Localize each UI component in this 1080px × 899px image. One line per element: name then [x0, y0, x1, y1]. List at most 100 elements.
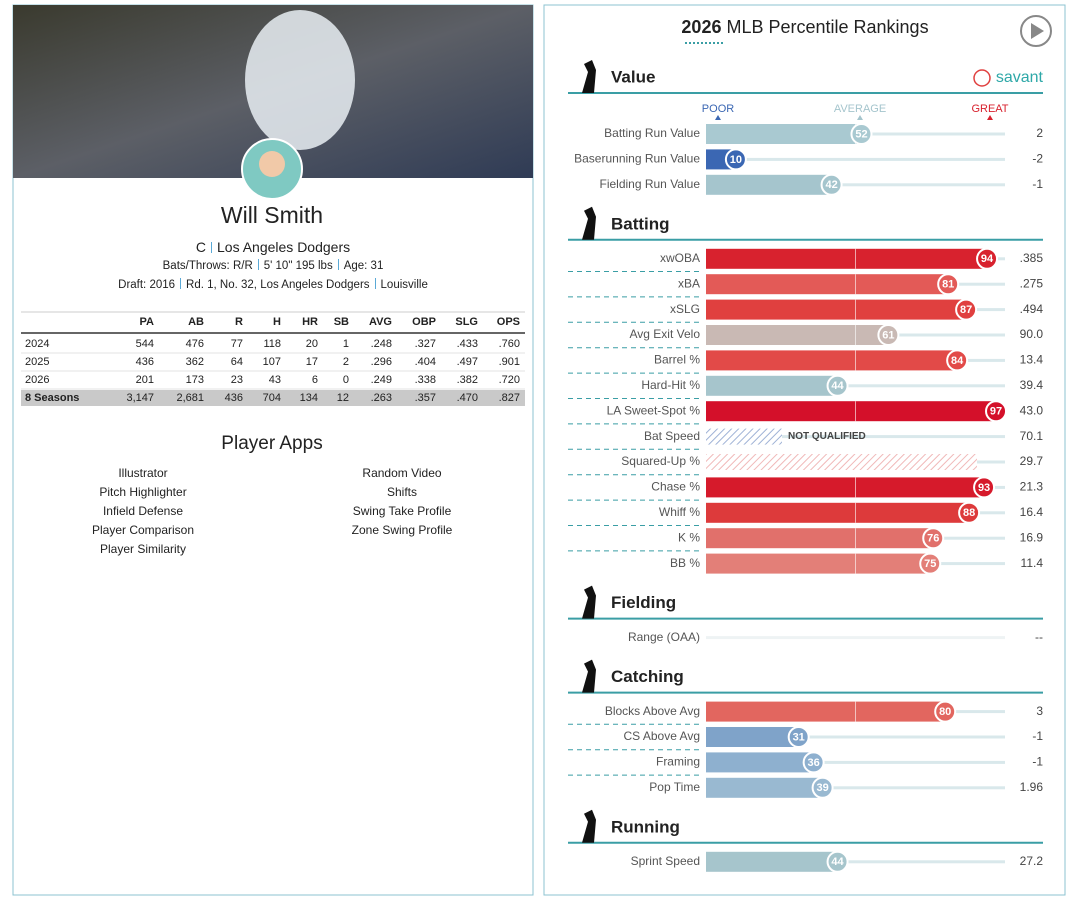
- percentile-bar: [706, 375, 838, 396]
- table-cell: .382: [457, 374, 478, 386]
- percentile-dot: [877, 324, 900, 346]
- track: [706, 636, 1005, 640]
- table-cell: 436: [136, 356, 154, 368]
- table-cell: 2: [343, 356, 349, 368]
- metric-note: NOT QUALIFIED: [788, 431, 866, 442]
- row-label: 8 Seasons: [25, 392, 79, 404]
- app-link[interactable]: Shifts: [387, 485, 417, 499]
- percentile-bar: [706, 401, 997, 422]
- app-link[interactable]: Illustrator: [118, 466, 167, 480]
- table-cell: .327: [415, 338, 436, 350]
- savant-brand: savant: [996, 69, 1044, 86]
- metric-name: Pop Time: [649, 780, 700, 794]
- app-link[interactable]: Random Video: [362, 466, 441, 480]
- scale-marker: [857, 115, 863, 120]
- table-cell: 17: [306, 356, 318, 368]
- metric-value: -1: [1032, 177, 1043, 191]
- section-icon: [582, 809, 596, 843]
- row-label: 2026: [25, 374, 49, 386]
- metric-value: -1: [1032, 755, 1043, 769]
- scale-label: POOR: [702, 103, 734, 115]
- percentile-bar: [706, 299, 967, 320]
- section-icon: [582, 659, 596, 693]
- percentile-dot: [976, 247, 999, 270]
- track: [706, 157, 1005, 161]
- table-cell: 64: [231, 356, 243, 368]
- app-link[interactable]: Pitch Highlighter: [99, 485, 186, 499]
- metric-value: 13.4: [1020, 353, 1044, 367]
- not-qualified-bar: [706, 428, 782, 445]
- metric-name: Avg Exit Velo: [630, 327, 701, 341]
- table-cell: 23: [231, 374, 243, 386]
- table-cell: .433: [457, 338, 478, 350]
- app-link[interactable]: Player Similarity: [100, 542, 186, 556]
- percentile-label: 44: [831, 380, 844, 392]
- position-line: C Los Angeles Dodgers: [13, 239, 533, 255]
- scale-label: GREAT: [971, 103, 1008, 115]
- percentile-dot: [787, 726, 810, 748]
- metric-value: 16.9: [1020, 530, 1044, 544]
- table-cell: .296: [371, 356, 392, 368]
- table-header: OBP: [412, 316, 436, 328]
- track: [706, 384, 1005, 388]
- metric-value: 2: [1036, 126, 1043, 140]
- table-header: HR: [302, 316, 318, 328]
- draft-pick: Rd. 1, No. 32, Los Angeles Dodgers: [186, 279, 370, 291]
- table-cell: .404: [415, 356, 436, 368]
- percentile-dot: [724, 148, 747, 171]
- app-link[interactable]: Infield Defense: [103, 504, 183, 518]
- table-cell: .470: [457, 392, 478, 404]
- percentile-dot: [958, 501, 981, 524]
- percentile-bar: [706, 851, 838, 872]
- title-text: MLB Percentile Rankings: [726, 17, 928, 37]
- table-cell: 2,681: [176, 392, 204, 404]
- app-link[interactable]: Player Comparison: [92, 523, 194, 537]
- separator: [180, 278, 182, 289]
- table-cell: 118: [263, 338, 281, 350]
- table-cell: 544: [136, 338, 154, 350]
- metric-name: Barrel %: [654, 353, 700, 367]
- metric-name: xBA: [678, 276, 700, 290]
- table-cell: .249: [371, 374, 392, 386]
- metric-name: LA Sweet-Spot %: [607, 403, 701, 417]
- separator: [337, 259, 339, 270]
- percentile-label: 88: [963, 507, 975, 519]
- metric-value: --: [1035, 630, 1043, 644]
- team: Los Angeles Dodgers: [217, 239, 351, 255]
- track: [706, 735, 1005, 739]
- percentile-label: 76: [927, 533, 939, 545]
- separator: [211, 242, 213, 253]
- percentile-label: 52: [855, 128, 867, 140]
- play-button[interactable]: [1020, 15, 1052, 47]
- metric-value: 43.0: [1020, 403, 1044, 417]
- section-title: Catching: [611, 667, 684, 686]
- school: Louisville: [380, 279, 428, 291]
- metric-name: Whiff %: [659, 505, 700, 519]
- app-link[interactable]: Swing Take Profile: [353, 504, 452, 518]
- percentile-bar: [706, 477, 985, 498]
- metric-name: Baserunning Run Value: [574, 152, 700, 166]
- section-title: Batting: [611, 214, 670, 233]
- rankings-title: 2026 MLB Percentile Rankings: [681, 17, 928, 37]
- percentile-bar: [706, 174, 832, 195]
- separator: [374, 278, 376, 289]
- table-cell: 704: [263, 392, 281, 404]
- percentile-bar: [706, 528, 934, 549]
- percentile-label: 61: [882, 329, 894, 341]
- percentile-bar: [706, 777, 823, 798]
- table-header: AB: [188, 316, 204, 328]
- scale-label: AVERAGE: [834, 103, 886, 115]
- app-link[interactable]: Zone Swing Profile: [352, 523, 453, 537]
- percentile-bar: [706, 124, 862, 144]
- metric-value: 90.0: [1020, 327, 1044, 341]
- percentile-dot: [922, 527, 945, 550]
- table-cell: 201: [136, 374, 154, 386]
- percentile-bar: [706, 727, 799, 747]
- percentile-label: 94: [981, 253, 994, 265]
- apps-title: Player Apps: [221, 433, 322, 454]
- percentile-label: 87: [960, 304, 972, 316]
- age: Age: 31: [343, 260, 384, 272]
- percentile-label: 75: [924, 558, 936, 570]
- metric-name: Batting Run Value: [604, 126, 700, 140]
